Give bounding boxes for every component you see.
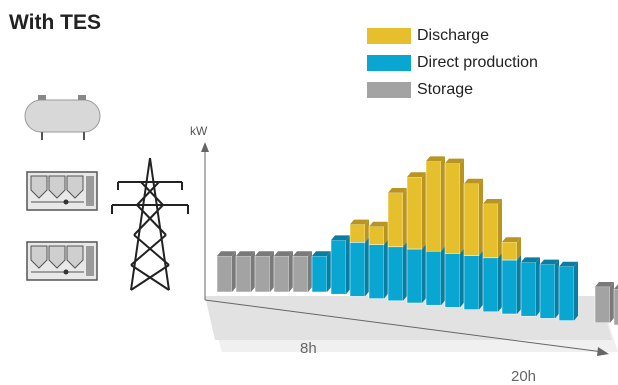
chart-bars <box>216 156 618 326</box>
legend-item-direct-production: Direct production <box>367 49 538 76</box>
bar-segment-discharge <box>349 219 369 243</box>
x-tick-label-8h: 8h <box>300 340 317 357</box>
legend-swatch-discharge <box>367 27 411 44</box>
legend-item-storage: Storage <box>367 76 538 103</box>
bar-segment-discharge <box>425 156 445 252</box>
bar-segment-direct-production <box>558 261 578 321</box>
bar-segment-discharge <box>482 199 502 259</box>
power-pylon-icon <box>111 157 189 291</box>
bar-segment-discharge <box>406 172 426 250</box>
bar-segment-storage <box>254 251 274 293</box>
bar-segment-direct-production <box>444 248 464 308</box>
y-axis-arrow <box>201 142 209 152</box>
bar-segment-discharge <box>387 188 407 248</box>
legend-label-storage: Storage <box>417 80 474 98</box>
bar-segment-storage <box>594 282 614 324</box>
bar-segment-direct-production <box>501 255 521 315</box>
bar-segment-storage <box>273 251 293 293</box>
bar-segment-direct-production <box>330 235 350 295</box>
bar-segment-direct-production <box>539 259 559 319</box>
storage-tank-icon <box>24 95 101 140</box>
bar-segment-direct-production <box>482 253 502 313</box>
legend-label-direct-production: Direct production <box>417 53 538 71</box>
bar-segment-storage <box>216 251 236 293</box>
bar-segment-direct-production <box>520 257 540 317</box>
bar-segment-storage <box>292 251 312 293</box>
legend-swatch-storage <box>367 81 411 98</box>
legend: Discharge Direct production Storage <box>367 22 538 103</box>
chiller-unit-icon <box>26 171 98 211</box>
bar-segment-storage <box>235 251 255 293</box>
y-axis-label: kW <box>190 124 208 138</box>
bar-segment-direct-production <box>425 246 445 306</box>
x-tick-label-20h: 20h <box>511 368 537 385</box>
bar-segment-direct-production <box>349 237 369 297</box>
bar-segment-discharge <box>501 237 521 261</box>
chiller-unit-icon <box>26 241 98 281</box>
bar-segment-direct-production <box>368 239 388 299</box>
legend-swatch-direct-production <box>367 54 411 71</box>
legend-item-discharge: Discharge <box>367 22 538 49</box>
bar-segment-storage <box>613 284 618 326</box>
bar-segment-direct-production <box>406 244 426 304</box>
legend-label-discharge: Discharge <box>417 26 490 44</box>
x-axis-arrow <box>597 347 609 356</box>
page-title: With TES <box>9 11 101 34</box>
bar-segment-discharge <box>444 158 464 254</box>
bar-segment-direct-production <box>311 251 331 293</box>
bar-segment-discharge <box>368 221 388 245</box>
bar-segment-direct-production <box>463 250 483 310</box>
x-axis <box>204 299 604 353</box>
bar-segment-direct-production <box>387 242 407 302</box>
bar-segment-discharge <box>463 178 483 256</box>
